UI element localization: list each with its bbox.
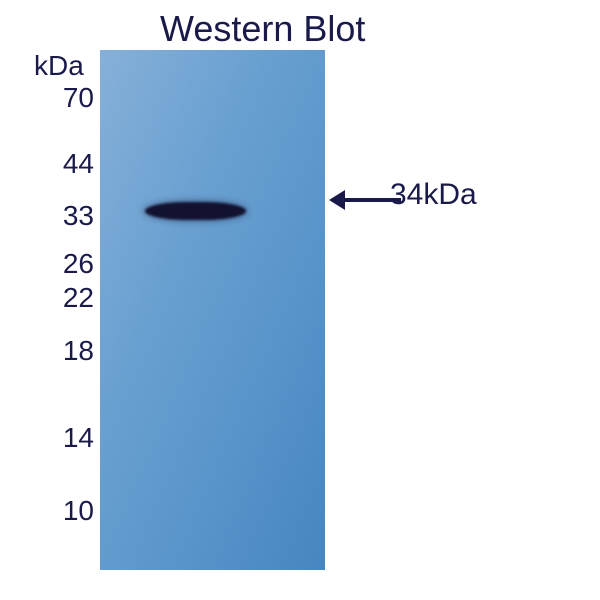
- ladder-label: 18: [34, 335, 94, 367]
- ladder-label: 26: [34, 248, 94, 280]
- ladder-label: 44: [34, 148, 94, 180]
- protein-band: [145, 202, 246, 220]
- annotation-label: 34kDa: [390, 178, 477, 212]
- annotation-group: 34kDa: [329, 180, 540, 220]
- ladder-label: 22: [34, 282, 94, 314]
- axis-unit-label: kDa: [34, 50, 84, 82]
- figure-title: Western Blot: [160, 8, 365, 50]
- figure-container: Western Blot kDa 70 44 33 2622 18 14 10 34kDa: [0, 0, 600, 600]
- blot-membrane: [100, 50, 325, 570]
- ladder-label: 14: [34, 422, 94, 454]
- membrane-background: [100, 50, 325, 570]
- ladder-label: 70: [34, 82, 94, 114]
- ladder-label: 10: [34, 495, 94, 527]
- ladder-label: 33: [34, 200, 94, 232]
